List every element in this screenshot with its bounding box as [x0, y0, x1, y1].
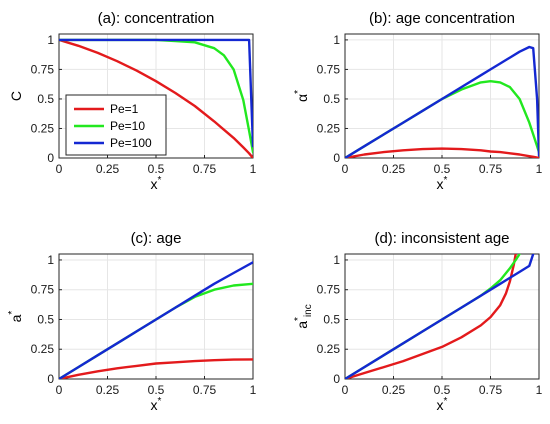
- x-tick-label: 0: [342, 162, 349, 176]
- panel-title: (c): age: [131, 230, 182, 247]
- y-tick-label: 0.25: [31, 121, 55, 135]
- y-tick-label: 0.75: [31, 62, 55, 76]
- panel-b-age-concentration: 0 0.25 0.5 0.75 1 0 0.25 0.5 0.75 1 (b): age conce…: [293, 10, 543, 192]
- x-tick-label: 0.75: [193, 383, 217, 397]
- x-tick-label: 0.75: [193, 162, 217, 176]
- y-tick-label: 0.75: [31, 283, 55, 297]
- y-tick-label: 0.75: [317, 283, 341, 297]
- y-tick-label: 0.5: [323, 92, 340, 106]
- x-tick-label: 0.5: [434, 162, 451, 176]
- x-tick-label: 1: [250, 162, 257, 176]
- panel-title: (b): age concentration: [369, 10, 515, 27]
- y-tick-label: 0.25: [31, 342, 55, 356]
- y-tick-label: 0.25: [317, 121, 341, 135]
- series-line-pe-1: [345, 254, 517, 379]
- x-axis-label: x*: [437, 396, 448, 413]
- series-line-pe-100: [345, 45, 539, 158]
- y-tick-label: 0: [47, 151, 54, 165]
- panel-d-inconsistent-age: 0 0.25 0.5 0.75 1 0 0.25 0.5 0.75 1 (d): inconsist…: [293, 230, 543, 413]
- y-axis-label: C: [8, 91, 24, 101]
- x-tick-label: 1: [250, 383, 257, 397]
- x-tick-label: 0.25: [382, 162, 406, 176]
- panel-title: (a): concentration: [98, 10, 215, 27]
- y-tick-label: 0.5: [37, 312, 54, 326]
- legend-label-pe-10: Pe=10: [110, 119, 145, 133]
- x-tick-label: 0: [56, 383, 63, 397]
- y-tick-label: 0.5: [37, 92, 54, 106]
- panel-c-age: 0 0.25 0.5 0.75 1 0 0.25 0.5 0.75 1 (c): age x* a*: [7, 230, 257, 413]
- x-tick-label: 0.5: [148, 162, 165, 176]
- legend-label-pe-1: Pe=1: [110, 102, 139, 116]
- panel-a-concentration: 0 0.25 0.5 0.75 1 0 0.25 0.5 0.75 1 (a): concentra…: [8, 10, 257, 192]
- x-tick-label: 0: [56, 162, 63, 176]
- x-tick-label: 0.75: [479, 383, 503, 397]
- x-tick-label: 1: [536, 383, 543, 397]
- x-tick-label: 1: [536, 162, 543, 176]
- x-tick-label: 0.25: [382, 383, 406, 397]
- y-tick-label: 1: [47, 33, 54, 47]
- y-tick-label: 0: [333, 151, 340, 165]
- legend-label-pe-100: Pe=100: [110, 136, 152, 150]
- y-tick-label: 0.5: [323, 312, 340, 326]
- y-axis-label: α*: [293, 90, 310, 102]
- y-tick-label: 0.75: [317, 62, 341, 76]
- series-line-pe-100: [345, 254, 535, 379]
- x-axis-label: x*: [151, 175, 162, 192]
- series-line-pe-1: [59, 38, 253, 158]
- legend: Pe=1 Pe=10 Pe=100: [65, 94, 167, 156]
- x-tick-label: 0.5: [434, 383, 451, 397]
- y-axis-label: a*inc: [293, 304, 314, 329]
- x-tick-label: 0.75: [479, 162, 503, 176]
- series-line-pe-100: [59, 261, 253, 379]
- y-tick-label: 1: [333, 253, 340, 267]
- x-axis-label: x*: [437, 175, 448, 192]
- y-axis-label: a*: [7, 311, 24, 323]
- series-line-pe-100: [59, 38, 253, 148]
- y-tick-label: 0: [47, 372, 54, 386]
- y-tick-label: 0.25: [317, 342, 341, 356]
- series-line-pe-1: [59, 358, 253, 379]
- x-axis-label: x*: [151, 396, 162, 413]
- x-tick-label: 0.5: [148, 383, 165, 397]
- x-tick-label: 0.25: [96, 162, 120, 176]
- series-line-pe-10: [345, 254, 521, 379]
- x-tick-label: 0.25: [96, 383, 120, 397]
- y-tick-label: 0: [333, 372, 340, 386]
- series-line-pe-1: [345, 147, 539, 158]
- y-tick-label: 1: [333, 33, 340, 47]
- y-tick-label: 1: [47, 253, 54, 267]
- x-tick-label: 0: [342, 383, 349, 397]
- panel-title: (d): inconsistent age: [374, 230, 509, 247]
